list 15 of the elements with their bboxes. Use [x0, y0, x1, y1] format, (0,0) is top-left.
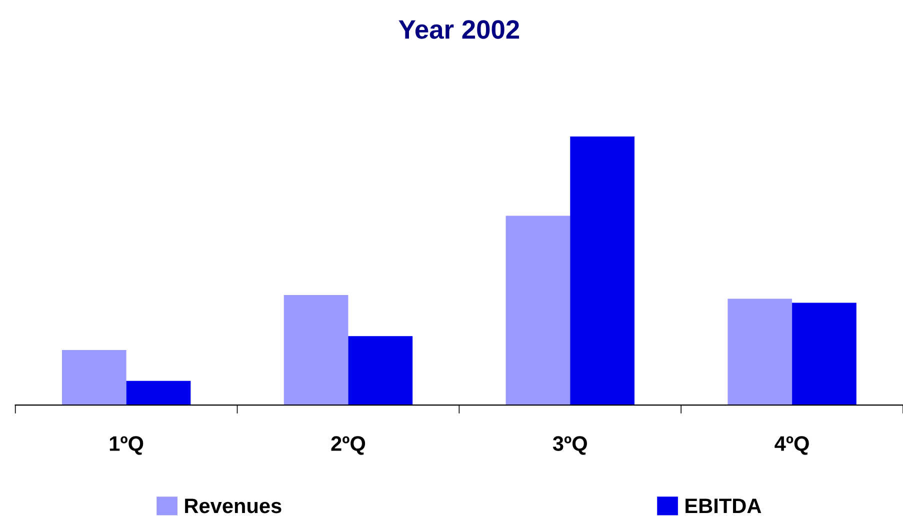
bar	[792, 302, 856, 406]
legend-label: Revenues	[185, 498, 282, 514]
bar	[62, 350, 126, 406]
x-tick-label: 2ºQ	[331, 436, 366, 455]
x-tick-label: 1ºQ	[110, 436, 144, 455]
bar	[284, 294, 348, 406]
bar	[728, 298, 792, 406]
bar	[506, 216, 570, 406]
bar	[126, 380, 191, 406]
bar	[348, 336, 413, 406]
legend-label: EBITDA	[686, 498, 762, 514]
bar	[570, 136, 634, 406]
chart-title: Year 2002	[398, 20, 520, 39]
x-tick-label: 3ºQ	[552, 436, 587, 455]
x-tick-label: 4ºQ	[774, 436, 809, 455]
